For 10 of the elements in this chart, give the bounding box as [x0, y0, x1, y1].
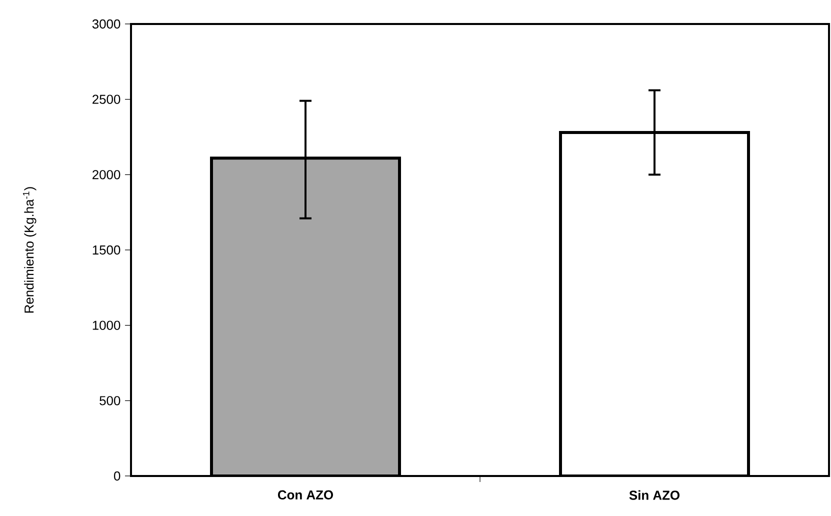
x-tick-label: Sin AZO: [629, 490, 680, 500]
y-tick-label: 2500: [92, 94, 120, 104]
y-tick-label: 1000: [92, 320, 120, 330]
y-tick-label: 0: [114, 471, 120, 481]
y-tick-label: 500: [100, 396, 120, 406]
y-tick-label: 2000: [92, 170, 120, 180]
y-axis-title: Rendimiento (Kg.ha$^{-1}$): [22, 187, 36, 313]
y-tick-label: 1500: [92, 245, 120, 255]
y-tick-label: 3000: [92, 19, 120, 29]
x-tick-label: Con AZO: [278, 490, 334, 500]
